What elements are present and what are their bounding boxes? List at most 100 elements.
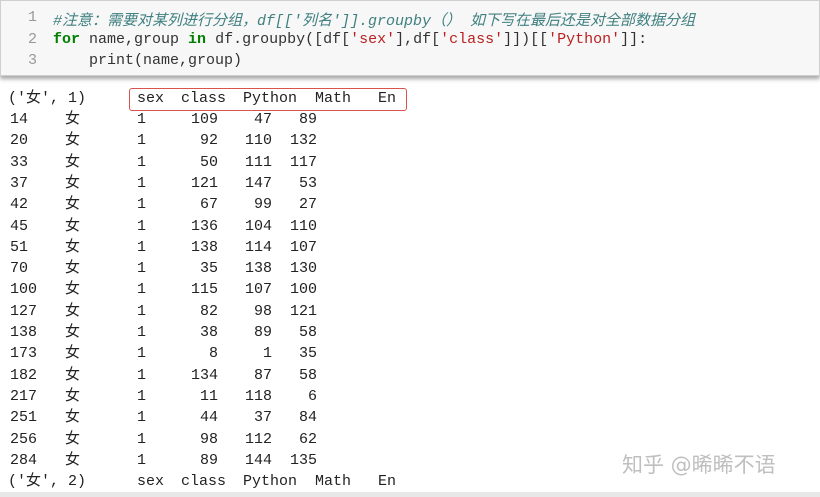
cell-class: 1 [137,281,147,299]
cell-sex: 女 [65,302,81,320]
column-header: Python [243,90,298,107]
row-index: 217 [10,387,38,405]
cell-en: 6 [307,387,317,405]
cell-en: 62 [298,430,317,448]
row-index: 45 [10,217,29,235]
cell-math: 138 [244,260,272,278]
row-index: 37 [10,174,29,192]
cell-python: 11 [199,387,218,405]
cell-class: 1 [137,430,147,448]
column-header: En [378,90,397,107]
code-token: ],df[ [395,31,441,48]
row-index: 33 [10,153,29,171]
code-line-comment: #注意：需要对某列进行分组，df[['列名']].groupby（） 如下写在最… [53,13,696,30]
cell-math: 112 [244,430,272,448]
cell-python: 136 [190,217,218,235]
cell-en: 121 [289,302,317,320]
cell-math: 98 [253,302,272,320]
cell-math: 144 [244,451,272,469]
row-index: 284 [10,451,38,469]
code-token: 'Python' [548,31,621,48]
code-token: ]])[[ [503,31,549,48]
watermark: 知乎 @晞晞不语 [622,453,776,477]
row-index: 14 [10,111,29,128]
cell-math: 114 [244,238,272,256]
cell-sex: 女 [65,196,81,214]
cell-sex: 女 [65,345,81,363]
cell-en: 110 [289,217,317,235]
cell-math: 118 [244,387,272,405]
next-row-partial [0,492,820,497]
cell-math: 111 [244,153,272,171]
code-token: df.groupby([df[ [206,31,351,48]
line-number: 2 [27,31,37,48]
cell-python: 109 [190,111,218,128]
cell-class: 1 [137,111,147,128]
cell-python: 89 [199,451,218,469]
cell-python: 8 [208,345,218,363]
cell-class: 1 [137,345,147,363]
cell-sex: 女 [65,281,81,299]
line-number: 1 [27,9,37,26]
code-token: ]]: [620,31,648,48]
code-token: 'class' [440,31,504,48]
cell-sex: 女 [65,260,81,278]
cell-class: 1 [137,387,147,405]
cell-math: 99 [253,196,272,214]
cell-en: 89 [298,111,317,128]
cell-math: 47 [253,111,272,128]
column-header: sex [137,90,165,107]
cell-en: 27 [298,196,317,214]
cell-class: 1 [137,196,147,214]
cell-class: 1 [137,366,147,384]
row-index: 173 [10,345,38,363]
cell-python: 92 [199,132,218,150]
cell-en: 132 [289,132,317,150]
cell-sex: 女 [65,387,81,405]
group-label: ('女', 1) [8,90,87,107]
column-header: Math [315,90,352,107]
row-index: 70 [10,260,29,278]
cell-sex: 女 [65,238,81,256]
cell-en: 53 [298,174,317,192]
column-header: Python [243,473,298,490]
cell-en: 58 [298,366,317,384]
cell-en: 135 [289,451,317,469]
cell-class: 1 [137,409,147,427]
cell-class: 1 [137,324,147,341]
cell-sex: 女 [65,153,81,171]
row-index: 20 [10,132,29,150]
column-header: class [181,473,227,490]
cell-python: 82 [199,302,218,320]
column-header: sex [137,473,165,490]
code-token: for [53,31,81,48]
row-index: 182 [10,366,38,384]
cell-class: 1 [137,174,147,192]
row-index: 138 [10,324,38,341]
row-index: 251 [10,409,38,427]
cell-en: 58 [298,324,317,341]
code-line-print: print(name,group) [53,52,243,69]
cell-python: 50 [199,153,218,171]
cell-python: 134 [190,366,218,384]
cell-math: 110 [244,132,272,150]
cell-en: 117 [289,153,317,171]
line-number: 3 [27,52,37,69]
cell-class: 1 [137,153,147,171]
code-line-for: for name,group in df.groupby([df['sex'],… [53,31,647,48]
cell-en: 35 [298,345,317,363]
column-header: En [378,473,397,490]
highlight-box [129,88,407,111]
cell-sex: 女 [65,451,81,469]
cell-class: 1 [137,260,147,278]
row-index: 100 [10,281,38,299]
code-token: in [188,31,207,48]
cell-sex: 女 [65,366,81,384]
cell-class: 1 [137,238,147,256]
code-token: 'sex' [350,31,396,48]
column-header: Math [315,473,352,490]
code-cell[interactable]: 1 2 3 #注意：需要对某列进行分组，df[['列名']].groupby（）… [0,0,820,76]
cell-sex: 女 [65,217,81,235]
cell-sex: 女 [65,430,81,448]
cell-math: 147 [244,174,272,192]
